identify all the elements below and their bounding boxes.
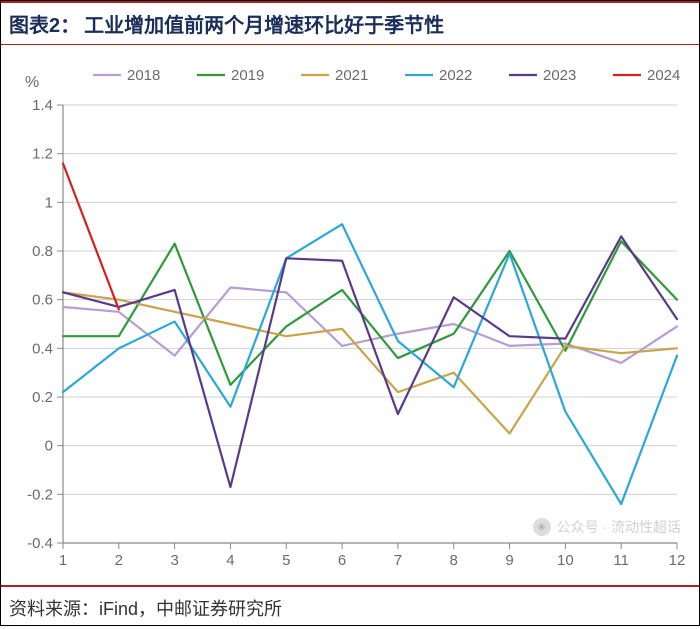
x-tick-label: 11 (613, 552, 629, 569)
source-text: 资料来源：iFind，中邮证券研究所 (9, 599, 282, 619)
legend-label: 2024 (647, 67, 680, 84)
y-tick-label: 0.8 (32, 243, 53, 260)
chart-area: -0.4-0.200.20.40.60.811.21.4123456789101… (1, 45, 699, 585)
x-tick-label: 2 (115, 552, 123, 569)
chart-number: 图表2： (9, 9, 80, 38)
y-tick-label: 1.2 (32, 146, 53, 163)
y-tick-label: 0 (45, 438, 53, 455)
legend-label: 2021 (335, 67, 368, 84)
y-tick-label: 1 (45, 194, 53, 211)
y-tick-label: -0.4 (27, 535, 53, 552)
x-tick-label: 3 (170, 552, 178, 569)
chart-title-row: 图表2： 工业增加值前两个月增速环比好于季节性 (1, 1, 699, 45)
x-tick-label: 7 (394, 552, 402, 569)
watermark: ✳ 公众号 · 流动性超话 (533, 517, 681, 537)
y-tick-label: 0.2 (32, 389, 53, 406)
x-tick-label: 1 (59, 552, 67, 569)
legend-label: 2022 (439, 67, 472, 84)
y-tick-label: 1.4 (32, 97, 53, 114)
legend-label: 2023 (543, 67, 576, 84)
x-tick-label: 5 (282, 552, 290, 569)
legend-label: 2019 (231, 67, 264, 84)
watermark-text: 公众号 · 流动性超话 (557, 517, 681, 537)
y-tick-label: 0.6 (32, 292, 53, 309)
x-tick-label: 12 (669, 552, 686, 569)
x-tick-label: 4 (226, 552, 234, 569)
x-tick-label: 6 (338, 552, 346, 569)
y-tick-label: -0.2 (27, 486, 53, 503)
wechat-icon: ✳ (533, 518, 551, 536)
source-row: 资料来源：iFind，中邮证券研究所 (1, 585, 699, 629)
y-tick-label: 0.4 (32, 340, 53, 357)
x-tick-label: 8 (450, 552, 458, 569)
legend-label: 2018 (127, 67, 160, 84)
line-chart-svg: -0.4-0.200.20.40.60.811.21.4123456789101… (1, 45, 700, 585)
chart-title: 工业增加值前两个月增速环比好于季节性 (84, 9, 444, 38)
y-axis-label: % (25, 74, 39, 91)
x-tick-label: 10 (557, 552, 574, 569)
x-tick-label: 9 (505, 552, 513, 569)
